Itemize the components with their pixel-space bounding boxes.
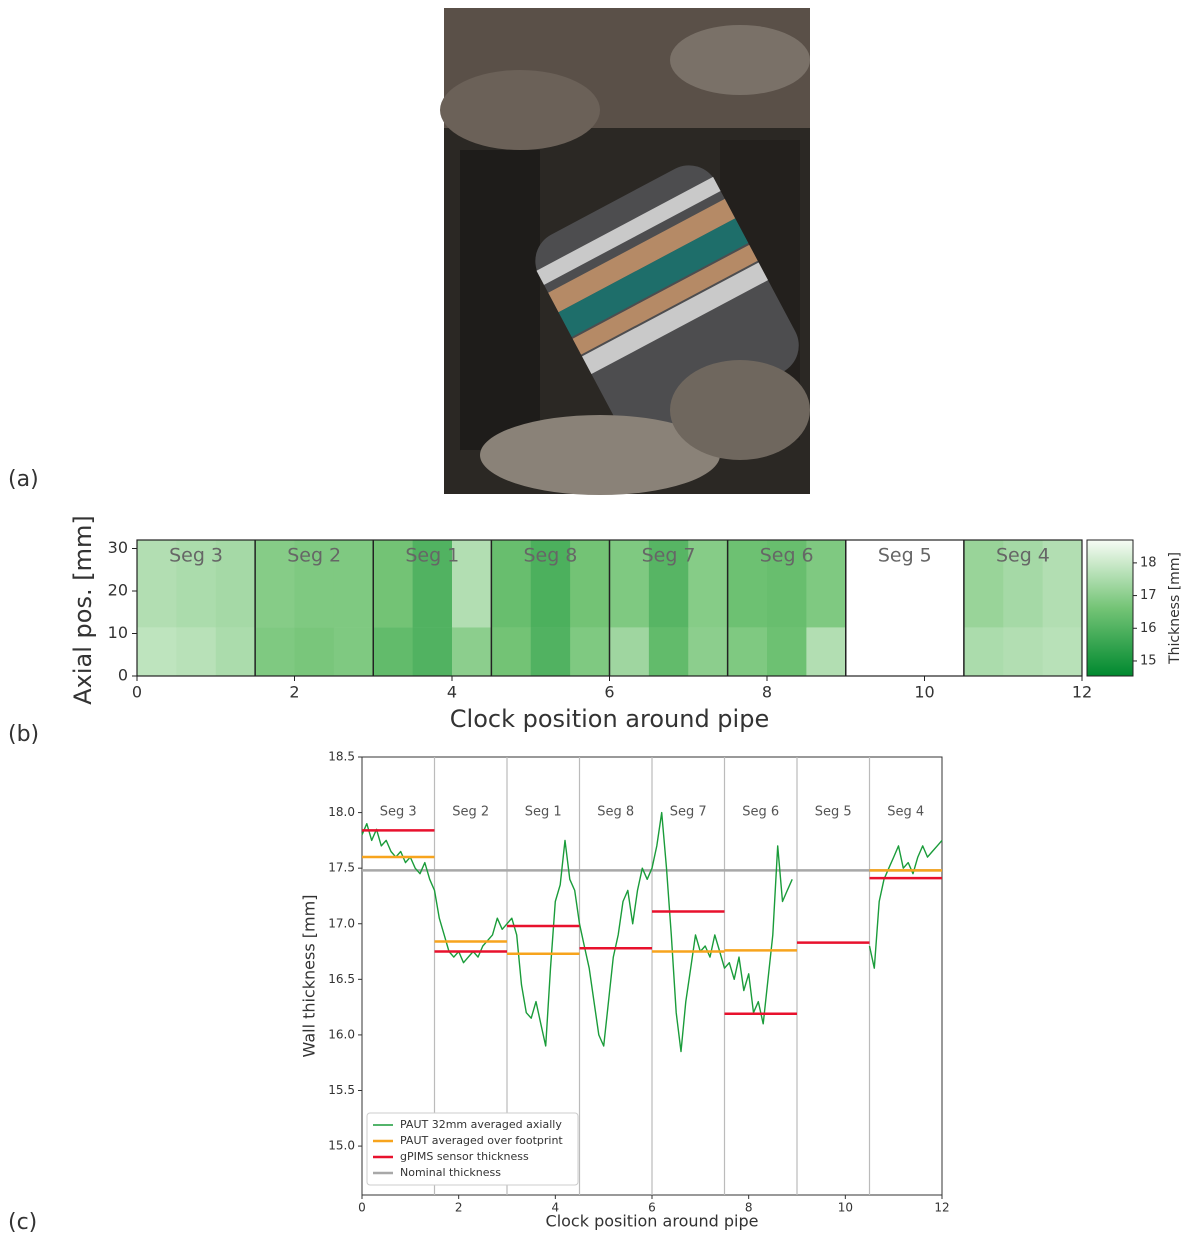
y-axis-label: Wall thickness [mm] — [300, 895, 319, 1058]
y-axis-label: Axial pos. [mm] — [69, 515, 97, 704]
heat-cell — [1003, 627, 1043, 676]
heat-cell — [728, 627, 768, 676]
x-tick-label: 0 — [132, 683, 142, 702]
y-tick-label: 0 — [118, 666, 128, 685]
heat-cell — [255, 627, 295, 676]
x-axis-label: Clock position around pipe — [546, 1212, 759, 1231]
segment-label: Seg 6 — [760, 545, 814, 567]
segment-label: Seg 2 — [287, 545, 341, 567]
figure: (a) (b) (c) Seg 3 Seg 2 Seg 1 Seg 8 Seg 7 Seg… — [0, 0, 1187, 1235]
y-tick-label: 15.5 — [328, 1083, 355, 1097]
x-tick-label: 6 — [604, 683, 614, 702]
panel-label: (b) — [8, 722, 39, 747]
segment-label: Seg 4 — [996, 545, 1050, 567]
heat-cell — [1043, 627, 1083, 676]
x-tick-label: 12 — [934, 1201, 949, 1215]
legend: PAUT 32mm averaged axially PAUT averaged … — [367, 1113, 578, 1185]
x-tick-label: 2 — [455, 1201, 463, 1215]
segment-label: Seg 8 — [523, 545, 577, 567]
segment-label: Seg 3 — [169, 545, 223, 567]
heat-cell — [491, 627, 531, 676]
y-tick-label: 10 — [108, 623, 128, 642]
heat-cell — [413, 627, 453, 676]
x-tick-label: 0 — [358, 1201, 366, 1215]
segment-label: Seg 7 — [642, 545, 696, 567]
y-tick-label: 30 — [108, 538, 128, 557]
heat-cell — [531, 627, 571, 676]
x-tick-label: 10 — [914, 683, 934, 702]
heat-cell — [176, 627, 216, 676]
heat-cell — [806, 627, 846, 676]
y-tick-label: 15.0 — [328, 1139, 355, 1153]
x-tick-label: 12 — [1072, 683, 1092, 702]
segment-label: Seg 1 — [405, 545, 459, 567]
heat-cell — [688, 627, 728, 676]
segment-label: Seg 8 — [597, 805, 634, 820]
legend-label: Nominal thickness — [400, 1166, 501, 1179]
legend-label: PAUT 32mm averaged axially — [400, 1118, 562, 1131]
segment-label: Seg 3 — [380, 805, 417, 820]
heat-cell — [610, 627, 650, 676]
heat-cell — [964, 627, 1004, 676]
heat-cell — [373, 627, 413, 676]
heat-cell — [452, 627, 492, 676]
colorbar-tick-label: 17 — [1140, 588, 1157, 603]
x-axis-label: Clock position around pipe — [450, 705, 769, 733]
y-tick-label: 16.0 — [328, 1027, 355, 1041]
heat-cell — [216, 627, 256, 676]
heat-cell — [649, 627, 689, 676]
colorbar — [1087, 540, 1133, 676]
y-tick-label: 18.0 — [328, 805, 355, 819]
segment-label: Seg 7 — [670, 805, 707, 820]
y-tick-label: 16.5 — [328, 972, 355, 986]
panel-label: (c) — [8, 1210, 37, 1235]
colorbar-tick-label: 18 — [1140, 555, 1157, 570]
heat-cell — [137, 627, 177, 676]
x-tick-label: 8 — [762, 683, 772, 702]
y-tick-label: 18.5 — [328, 750, 355, 764]
colorbar-label: Thickness [mm] — [1167, 552, 1183, 665]
photo — [440, 8, 810, 495]
colorbar-tick-label: 15 — [1140, 653, 1157, 668]
heat-cell — [295, 627, 335, 676]
panel-label: (a) — [8, 467, 39, 492]
x-tick-label: 10 — [838, 1201, 853, 1215]
x-tick-label: 2 — [289, 683, 299, 702]
y-tick-label: 17.5 — [328, 861, 355, 875]
segment-label: Seg 2 — [452, 805, 489, 820]
segment-label: Seg 5 — [878, 545, 932, 567]
y-tick-label: 20 — [108, 581, 128, 600]
segment-label: Seg 6 — [742, 805, 779, 820]
legend-label: PAUT averaged over footprint — [400, 1134, 563, 1147]
heat-cell — [570, 627, 610, 676]
segment-label: Seg 1 — [525, 805, 562, 820]
x-tick-label: 4 — [447, 683, 457, 702]
heat-cell — [334, 627, 374, 676]
legend-label: gPIMS sensor thickness — [400, 1150, 529, 1163]
colorbar-tick-label: 16 — [1140, 621, 1157, 636]
y-tick-label: 17.0 — [328, 916, 355, 930]
heat-cell — [767, 627, 807, 676]
page: (a) (b) (c) Seg 3 Seg 2 Seg 1 Seg 8 Seg 7 Seg… — [0, 0, 1187, 1235]
segment-label: Seg 4 — [887, 805, 924, 820]
segment-label: Seg 5 — [815, 805, 852, 820]
